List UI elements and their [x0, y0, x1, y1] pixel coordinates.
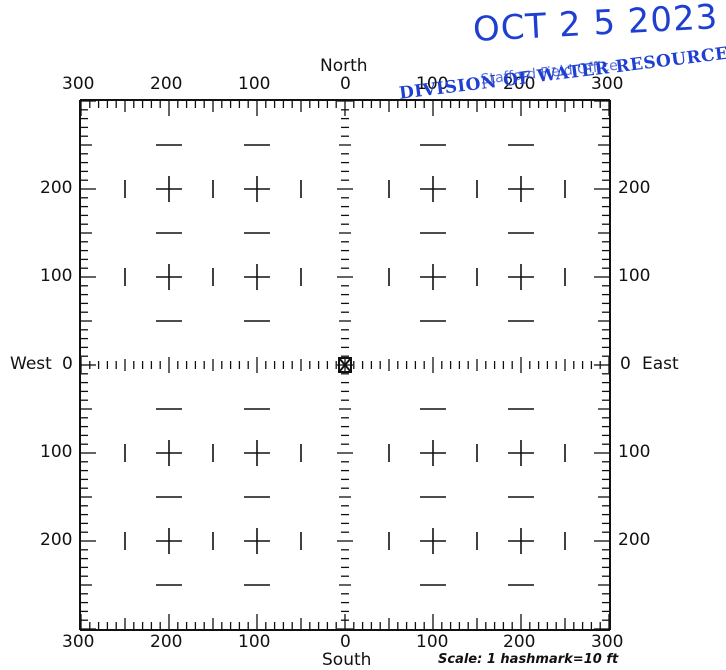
south-label: South: [322, 650, 372, 670]
center-well-marker: [338, 357, 352, 373]
east-label: East: [642, 354, 679, 374]
left-label-200-south: 200: [40, 530, 73, 550]
bottom-label-200-east: 200: [503, 632, 536, 652]
bottom-label-200-west: 200: [150, 632, 183, 652]
top-label-300-east: 300: [591, 74, 624, 94]
right-label-0: 0: [620, 354, 631, 374]
bottom-label-300-east: 300: [591, 632, 624, 652]
bottom-label-300-west: 300: [62, 632, 95, 652]
top-label-100-west: 100: [238, 74, 271, 94]
right-label-200-north: 200: [618, 178, 651, 198]
north-label: North: [320, 56, 368, 76]
left-label-100-south: 100: [40, 442, 73, 462]
right-label-100-north: 100: [618, 266, 651, 286]
top-label-200-east: 200: [503, 74, 536, 94]
west-label: West: [10, 354, 52, 374]
top-label-300-west: 300: [62, 74, 95, 94]
left-label-200-north: 200: [40, 178, 73, 198]
bottom-label-0: 0: [340, 632, 351, 652]
bottom-label-100-west: 100: [238, 632, 271, 652]
left-label-0: 0: [62, 354, 73, 374]
top-label-200-west: 200: [150, 74, 183, 94]
right-label-200-south: 200: [618, 530, 651, 550]
top-label-0: 0: [340, 74, 351, 94]
left-label-100-north: 100: [40, 266, 73, 286]
right-label-100-south: 100: [618, 442, 651, 462]
top-label-100-east: 100: [416, 74, 449, 94]
scale-note: Scale: 1 hashmark=10 ft: [438, 652, 619, 667]
bottom-label-100-east: 100: [416, 632, 449, 652]
